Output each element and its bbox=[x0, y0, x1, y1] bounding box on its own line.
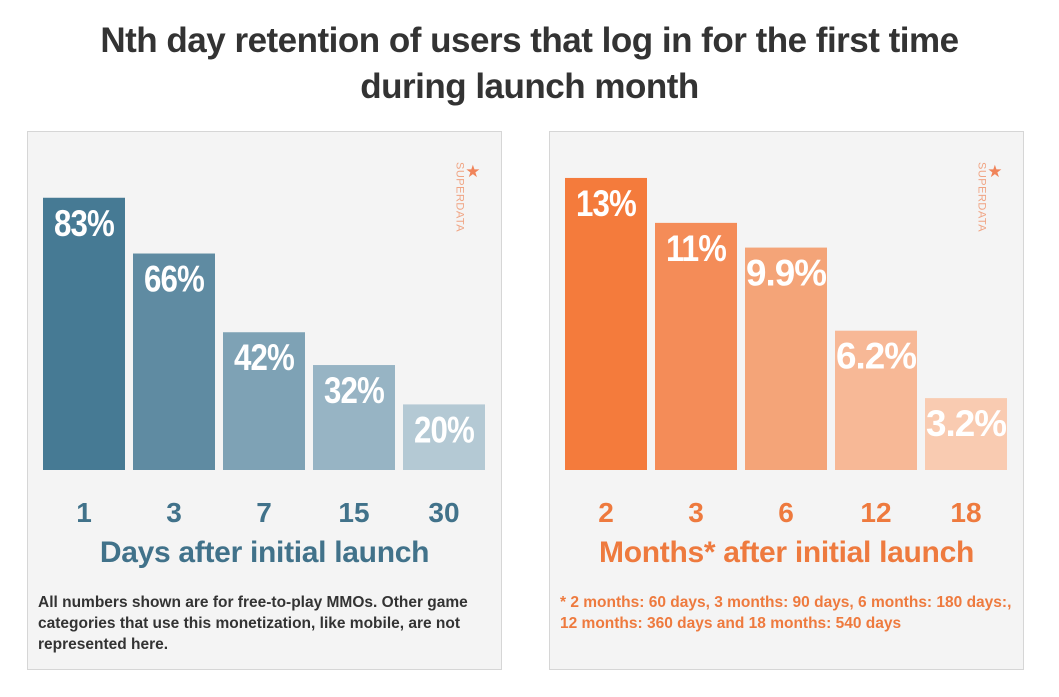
tick-label-7: 7 bbox=[256, 497, 272, 528]
bar-7 bbox=[223, 332, 305, 470]
star-icon: ★ bbox=[987, 162, 1003, 181]
data-label-15: 32% bbox=[324, 370, 384, 411]
chart-title-line-2: during launch month bbox=[360, 67, 699, 106]
tick-label-2: 2 bbox=[598, 497, 614, 528]
x-axis-label: Months* after initial launch bbox=[599, 536, 974, 569]
superdata-watermark: ★ SUPERDATA bbox=[453, 162, 481, 232]
tick-label-12: 12 bbox=[860, 497, 891, 528]
bar-30 bbox=[403, 404, 485, 470]
data-label-3: 11% bbox=[666, 228, 726, 269]
months-retention-panel: 13% 2 11% 3 9.9% 6 6.2% 12 3.2% 18 ★ SUPERDATA Mo… bbox=[549, 131, 1024, 670]
tick-label-1: 1 bbox=[76, 497, 92, 528]
data-label-18: 3.2% bbox=[926, 403, 1006, 444]
bar-1 bbox=[43, 197, 125, 470]
tick-label-18: 18 bbox=[950, 497, 981, 528]
bar-3 bbox=[133, 253, 215, 470]
data-label-1: 83% bbox=[54, 203, 114, 244]
tick-label-30: 30 bbox=[428, 497, 459, 528]
tick-label-6: 6 bbox=[778, 497, 794, 528]
data-label-6: 9.9% bbox=[746, 253, 826, 294]
months-retention-chart: 13% 2 11% 3 9.9% 6 6.2% 12 3.2% 18 bbox=[565, 177, 1007, 528]
tick-label-3: 3 bbox=[166, 497, 182, 528]
tick-label-3: 3 bbox=[688, 497, 704, 528]
footnote: * 2 months: 60 days, 3 months: 90 days, … bbox=[560, 594, 1012, 632]
data-label-3: 66% bbox=[144, 259, 204, 300]
tick-label-15: 15 bbox=[338, 497, 369, 528]
footnote: All numbers shown are for free-to-play M… bbox=[38, 594, 468, 653]
bar-3 bbox=[655, 222, 737, 470]
x-axis-label: Days after initial launch bbox=[99, 536, 430, 569]
superdata-watermark: ★ SUPERDATA bbox=[975, 162, 1003, 232]
chart-title-line-1: Nth day retention of users that log in f… bbox=[100, 21, 959, 60]
watermark-text: SUPERDATA bbox=[975, 162, 988, 233]
bar-15 bbox=[313, 365, 395, 470]
data-label-12: 6.2% bbox=[836, 336, 916, 377]
data-label-2: 13% bbox=[576, 183, 636, 224]
data-label-30: 20% bbox=[414, 409, 474, 450]
days-retention-chart: 83% 1 66% 3 42% 7 32% 15 20% 30 bbox=[43, 197, 485, 528]
star-icon: ★ bbox=[465, 162, 481, 181]
bar-6 bbox=[745, 247, 827, 470]
days-retention-panel: 83% 1 66% 3 42% 7 32% 15 20% 30 ★ SUPERDATA Days … bbox=[27, 131, 502, 670]
bar-12 bbox=[835, 330, 917, 470]
watermark-text: SUPERDATA bbox=[453, 162, 466, 233]
chart-title: Nth day retention of users that log in f… bbox=[0, 18, 1059, 110]
data-label-7: 42% bbox=[234, 337, 294, 378]
bar-2 bbox=[565, 177, 647, 471]
bar-18 bbox=[925, 398, 1007, 470]
